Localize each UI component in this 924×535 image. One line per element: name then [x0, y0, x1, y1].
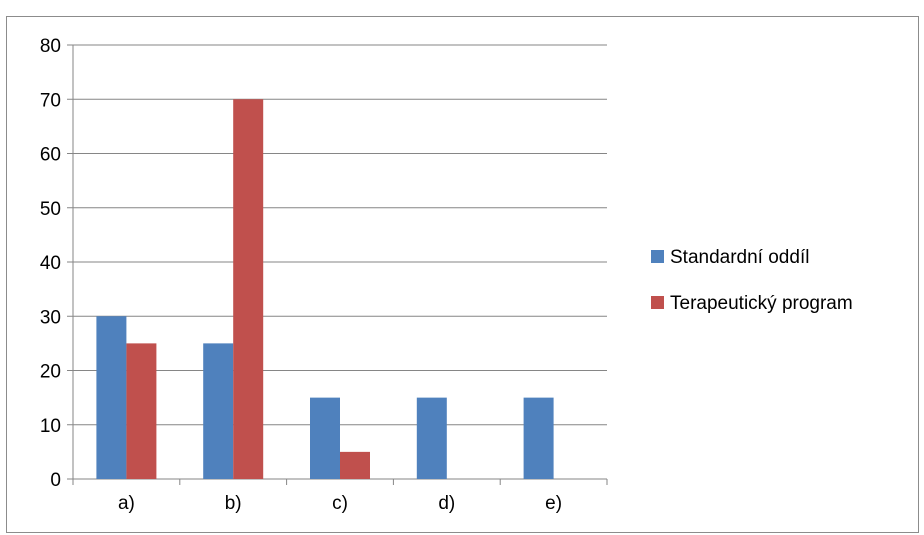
- legend-label: Standardní oddíl: [670, 247, 809, 268]
- y-tick-label: 80: [40, 36, 61, 57]
- y-tick-label: 20: [40, 362, 61, 383]
- y-tick-label: 60: [40, 145, 61, 166]
- bar-series1-4: [523, 397, 554, 479]
- legend-swatch: [651, 296, 664, 309]
- y-tick-label: 30: [40, 307, 61, 328]
- y-tick-label: 70: [40, 90, 61, 111]
- y-tick-label: 10: [40, 416, 61, 437]
- bar-series2-1: [233, 99, 264, 479]
- legend-label: Terapeutický program: [670, 293, 853, 314]
- x-tick-label: b): [225, 493, 242, 514]
- x-tick-label: d): [438, 493, 455, 514]
- bar-series1-0: [96, 316, 127, 479]
- chart-frame: [6, 16, 919, 533]
- legend-swatch: [651, 250, 664, 263]
- bar-series1-1: [203, 343, 234, 479]
- x-tick-label: e): [545, 493, 562, 514]
- x-tick-label: a): [118, 493, 135, 514]
- bar-series1-3: [416, 397, 447, 479]
- bar-series1-2: [310, 397, 340, 479]
- x-tick-label: c): [332, 493, 348, 514]
- y-tick-label: 0: [50, 470, 61, 491]
- bar-series2-0: [126, 343, 157, 479]
- bar-series2-2: [340, 451, 370, 479]
- y-tick-label: 40: [40, 253, 61, 274]
- y-tick-label: 50: [40, 199, 61, 220]
